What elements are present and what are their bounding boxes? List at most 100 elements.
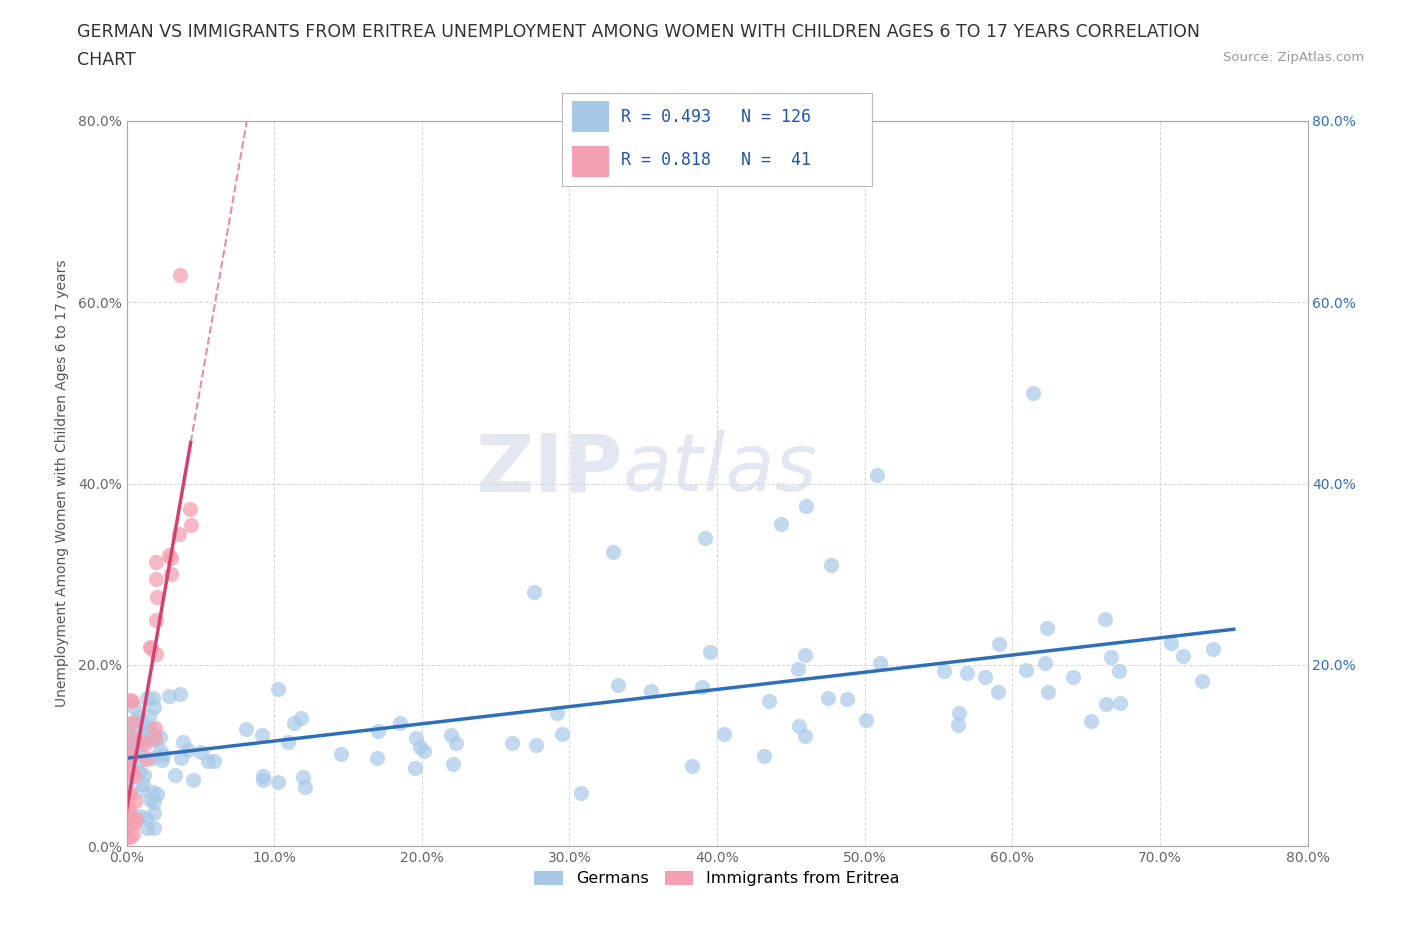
Point	[794, 498, 817, 513]
Point	[855, 712, 877, 727]
Point	[523, 585, 546, 600]
Point	[444, 736, 467, 751]
Point	[128, 764, 150, 779]
Point	[132, 777, 155, 791]
Point	[122, 815, 145, 830]
Bar	[572, 146, 609, 177]
Point	[121, 694, 143, 709]
Point	[1080, 714, 1102, 729]
Point	[143, 805, 166, 820]
Point	[160, 567, 183, 582]
Point	[143, 721, 166, 736]
Point	[235, 722, 257, 737]
Text: R = 0.493   N = 126: R = 0.493 N = 126	[621, 108, 811, 126]
Point	[124, 718, 146, 733]
Point	[135, 751, 157, 766]
Point	[121, 764, 143, 778]
Point	[1109, 695, 1132, 710]
Point	[946, 718, 969, 733]
Point	[115, 821, 138, 836]
Point	[135, 691, 157, 706]
Point	[793, 729, 815, 744]
Text: R = 0.818   N =  41: R = 0.818 N = 41	[621, 152, 811, 169]
Point	[267, 775, 290, 790]
Point	[252, 773, 274, 788]
Point	[1094, 612, 1116, 627]
Point	[134, 737, 156, 751]
Point	[142, 699, 165, 714]
Point	[121, 714, 143, 729]
Point	[793, 647, 815, 662]
Point	[138, 708, 160, 723]
Point	[128, 733, 150, 748]
Point	[770, 517, 793, 532]
Point	[524, 737, 547, 752]
Bar	[572, 101, 609, 132]
Point	[157, 548, 180, 563]
Point	[141, 640, 163, 655]
Point	[266, 682, 288, 697]
Point	[142, 690, 165, 705]
Point	[1033, 656, 1056, 671]
Point	[988, 637, 1011, 652]
Point	[115, 830, 138, 844]
Point	[124, 699, 146, 714]
Point	[681, 759, 703, 774]
Point	[149, 743, 172, 758]
Point	[190, 744, 212, 759]
Legend: Germans, Immigrants from Eritrea: Germans, Immigrants from Eritrea	[529, 864, 905, 893]
Text: CHART: CHART	[77, 51, 136, 69]
Point	[142, 784, 165, 799]
Point	[118, 802, 141, 817]
Point	[131, 737, 153, 751]
Point	[138, 793, 160, 808]
Point	[283, 715, 305, 730]
Point	[146, 590, 169, 604]
Point	[157, 688, 180, 703]
Point	[550, 726, 572, 741]
Point	[120, 728, 142, 743]
Point	[120, 693, 142, 708]
Point	[1036, 684, 1059, 699]
Point	[758, 694, 780, 709]
Point	[118, 731, 141, 746]
Point	[866, 467, 889, 482]
Point	[179, 501, 201, 516]
Point	[290, 711, 312, 725]
Point	[145, 572, 167, 587]
Point	[607, 678, 630, 693]
Point	[546, 706, 568, 721]
Point	[129, 808, 152, 823]
Point	[122, 768, 145, 783]
Point	[136, 724, 159, 739]
Point	[143, 728, 166, 743]
Point	[1099, 650, 1122, 665]
Point	[169, 686, 191, 701]
Point	[1108, 663, 1130, 678]
Point	[122, 743, 145, 758]
Point	[127, 710, 149, 724]
Point	[180, 517, 202, 532]
Point	[146, 786, 169, 801]
Point	[177, 742, 200, 757]
Point	[152, 748, 174, 763]
Point	[1094, 697, 1116, 711]
Point	[121, 736, 143, 751]
Point	[202, 753, 225, 768]
Point	[956, 665, 979, 680]
Point	[143, 821, 166, 836]
Point	[404, 760, 426, 775]
Point	[160, 551, 183, 565]
Point	[835, 691, 858, 706]
Point	[131, 753, 153, 768]
Point	[118, 830, 141, 844]
Point	[252, 769, 274, 784]
Point	[172, 735, 194, 750]
Point	[170, 751, 193, 765]
Point	[118, 784, 141, 799]
Point	[1201, 641, 1223, 656]
Point	[118, 789, 141, 804]
Point	[117, 749, 139, 764]
Point	[405, 731, 427, 746]
Point	[142, 795, 165, 810]
